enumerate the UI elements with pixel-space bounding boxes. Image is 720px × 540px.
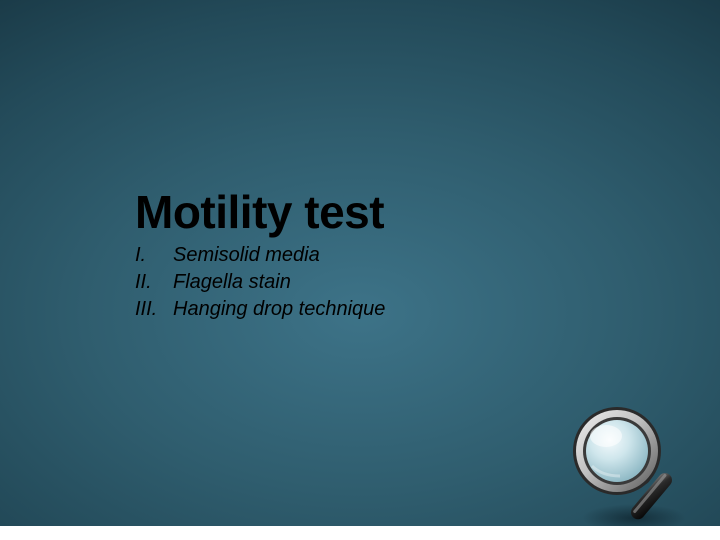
list-item-number: III. — [135, 296, 173, 323]
bottom-bar — [0, 526, 720, 540]
list-item-text: Flagella stain — [173, 269, 291, 296]
slide: Motility test I. Semisolid media II. Fla… — [0, 0, 720, 540]
content-block: Motility test I. Semisolid media II. Fla… — [135, 188, 385, 323]
outline-list: I. Semisolid media II. Flagella stain II… — [135, 242, 385, 323]
list-item: II. Flagella stain — [135, 269, 385, 296]
list-item-text: Semisolid media — [173, 242, 320, 269]
slide-title: Motility test — [135, 188, 385, 236]
list-item-number: I. — [135, 242, 173, 269]
list-item-text: Hanging drop technique — [173, 296, 385, 323]
list-item-number: II. — [135, 269, 173, 296]
list-item: III. Hanging drop technique — [135, 296, 385, 323]
magnifying-glass-icon — [562, 396, 702, 536]
list-item: I. Semisolid media — [135, 242, 385, 269]
